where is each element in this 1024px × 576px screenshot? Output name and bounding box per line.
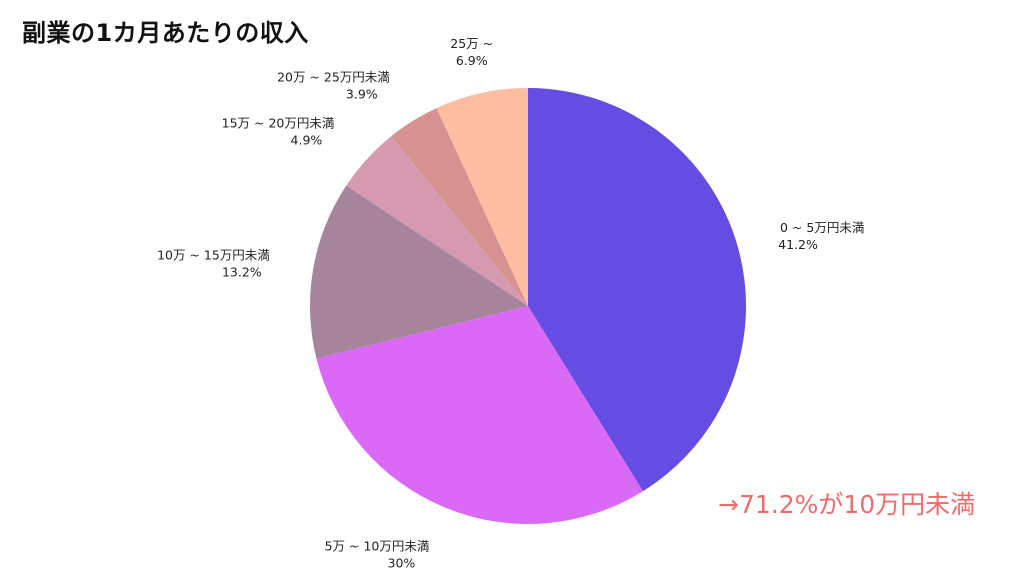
slice-category-label-2: 10万 ~ 15万円未満 [157,247,270,262]
slice-value-label-0: 41.2% [778,237,818,252]
pie-slice-5 [436,88,528,306]
pie-slice-4 [391,108,528,306]
pie-labels: 0 ~ 5万円未満 41.2% 5万 ~ 10万円未満 30% 10万 ~ 15万円未満… [157,36,864,571]
slice-category-label-0: 0 ~ 5万円未満 [780,220,864,235]
slice-value-label-1: 30% [388,556,416,571]
slice-value-label-2: 13.2% [222,264,262,279]
pie-slices [310,88,747,524]
slice-category-label-3: 15万 ~ 20万円未満 [222,116,335,131]
pie-slice-3 [346,136,528,306]
pie-slice-1 [316,306,643,524]
summary-callout: →71.2%が10万円未満 [718,490,976,519]
slice-value-label-5: 6.9% [456,53,488,68]
chart-title: 副業の1カ月あたりの収入 [22,19,309,47]
pie-slice-2 [310,185,528,359]
pie-slice-0 [528,88,747,492]
slice-category-label-5: 25万 ~ [450,36,493,51]
slice-category-label-4: 20万 ~ 25万円未満 [277,69,390,84]
slice-value-label-4: 3.9% [346,86,378,101]
slice-category-label-1: 5万 ~ 10万円未満 [325,539,430,554]
slice-value-label-3: 4.9% [291,133,323,148]
